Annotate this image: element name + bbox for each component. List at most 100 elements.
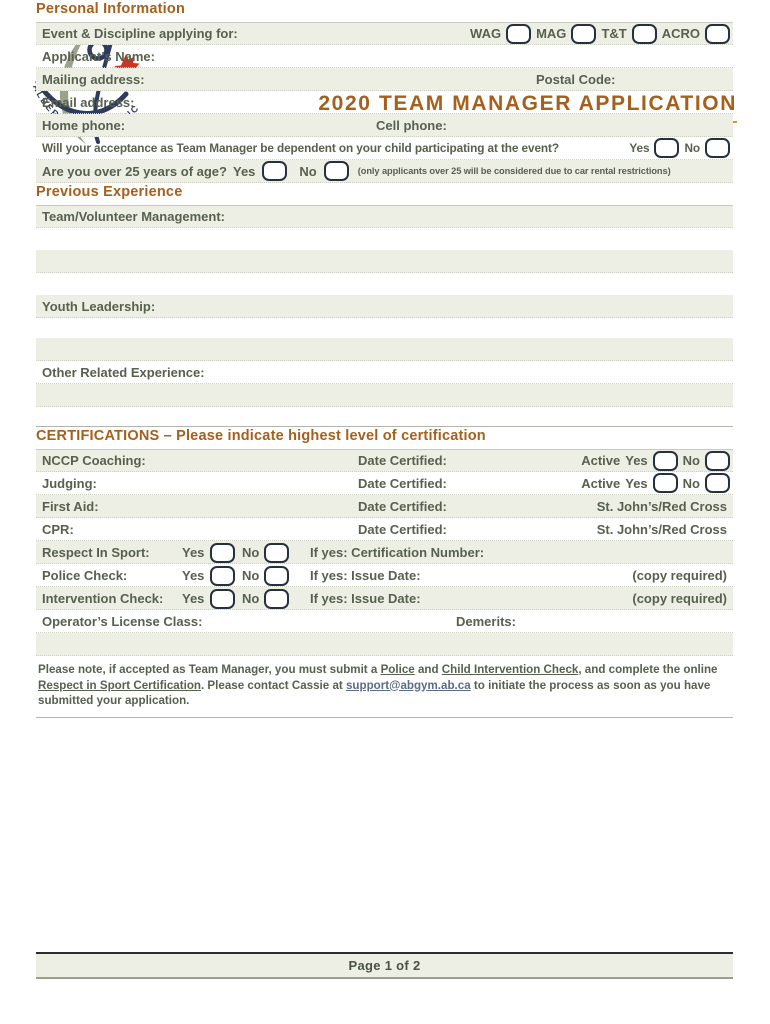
intervention-yes-checkbox[interactable] <box>210 588 235 609</box>
home-phone-label: Home phone: <box>42 117 126 133</box>
mag-checkbox[interactable] <box>571 23 597 44</box>
police-yes-checkbox[interactable] <box>210 565 235 586</box>
logo-navy-arc <box>35 79 129 116</box>
cpr-date-certified-label: Date Certified: <box>358 521 447 537</box>
youth-leadership-row: Youth Leadership: <box>36 295 733 318</box>
mailing-address-label: Mailing address: <box>42 71 145 87</box>
nccp-active-no-checkbox[interactable] <box>705 450 730 471</box>
page-number-band: Page 1 of 2 <box>36 954 733 977</box>
nccp-active-yes-checkbox[interactable] <box>652 450 678 471</box>
nccp-yes-label: Yes <box>625 453 648 468</box>
nccp-date-certified-label: Date Certified: <box>358 453 447 468</box>
dependent-yes-label: Yes <box>629 141 650 155</box>
judging-label: Judging: <box>42 475 97 491</box>
operators-license-row: Operator’s License Class: Demerits: <box>36 610 733 633</box>
other-experience-row: Other Related Experience: <box>36 361 733 384</box>
email-address-input[interactable] <box>135 91 728 113</box>
child-intervention-check-link: Child Intervention Check <box>441 663 579 676</box>
age-question-label: Are you over 25 years of age? <box>42 163 227 179</box>
judging-active-yes-checkbox[interactable] <box>652 473 678 493</box>
cpr-label: CPR: <box>42 521 74 537</box>
acro-label: ACRO <box>661 26 700 41</box>
note-text: , and complete the online <box>578 663 718 676</box>
judging-active-no-checkbox[interactable] <box>705 473 730 493</box>
dependent-yes-no-group: Yes No <box>629 137 730 159</box>
age-yes-label: Yes <box>232 163 256 179</box>
page-number-label: Page 1 of 2 <box>348 958 421 973</box>
section-title-previous-experience: Previous Experience <box>36 184 183 200</box>
first-aid-row: First Aid: Date Certified: St. John’s/Re… <box>36 495 733 518</box>
police-check-row: Police Check: Yes No If yes: Issue Date:… <box>36 564 733 587</box>
age-restriction-note: (only applicants over 25 will be conside… <box>357 166 671 176</box>
intervention-yes-label: Yes <box>182 590 205 606</box>
intervention-no-checkbox[interactable] <box>264 588 289 609</box>
support-email-link[interactable]: support@abgym.ab.ca <box>345 678 471 692</box>
first-aid-provider-label: St. John’s/Red Cross <box>596 498 727 514</box>
applicant-name-row: Applicant’s Name: <box>36 45 733 68</box>
police-check-label: Police Check: <box>42 567 128 583</box>
email-address-label: Email address: <box>42 94 135 110</box>
certifications-extra-input-row[interactable] <box>36 633 733 656</box>
intervention-check-label: Intervention Check: <box>42 590 164 606</box>
respect-yes-label: Yes <box>182 544 205 560</box>
postal-code-label: Postal Code: <box>536 71 616 87</box>
other-experience-input[interactable] <box>205 361 727 383</box>
first-aid-date-certified-label: Date Certified: <box>358 498 447 514</box>
judging-active-label: Active <box>581 475 621 491</box>
age-yes-checkbox[interactable] <box>262 161 288 181</box>
dependent-yes-checkbox[interactable] <box>654 138 680 158</box>
police-no-label: No <box>242 567 260 583</box>
age-no-checkbox[interactable] <box>323 161 349 181</box>
respect-cert-number-label: If yes: Certification Number: <box>310 544 485 560</box>
submission-note: Please note, if accepted as Team Manager… <box>36 659 733 718</box>
dependent-question-label: Will your acceptance as Team Manager be … <box>42 141 559 155</box>
respect-no-label: No <box>242 544 260 560</box>
section-title-certifications: CERTIFICATIONS – Please indicate highest… <box>36 428 486 444</box>
event-discipline-label: Event & Discipline applying for: <box>42 26 238 41</box>
section-divider <box>36 426 733 427</box>
youth-leadership-extra-input-row[interactable] <box>36 338 733 361</box>
other-experience-label: Other Related Experience: <box>42 364 205 380</box>
nccp-coaching-row: NCCP Coaching: Date Certified: Active Ye… <box>36 449 733 472</box>
team-volunteer-row: Team/Volunteer Management: <box>36 205 733 228</box>
applicant-name-input[interactable] <box>155 45 727 67</box>
dependent-no-label: No <box>684 141 700 155</box>
acro-checkbox[interactable] <box>705 23 730 44</box>
youth-leadership-label: Youth Leadership: <box>42 298 156 314</box>
tt-checkbox[interactable] <box>631 23 657 44</box>
dependent-question-row: Will your acceptance as Team Manager be … <box>36 137 733 160</box>
note-text: . Please contact Cassie at <box>200 678 346 692</box>
nccp-active-label: Active <box>581 453 621 468</box>
respect-in-sport-link: Respect in Sport Certification <box>38 678 201 692</box>
demerits-label: Demerits: <box>456 613 516 629</box>
judging-yes-label: Yes <box>625 475 648 491</box>
team-volunteer-input[interactable] <box>225 206 727 227</box>
intervention-no-label: No <box>242 590 260 606</box>
page-footer: Page 1 of 2 <box>36 952 733 979</box>
nccp-no-label: No <box>682 453 700 468</box>
police-no-checkbox[interactable] <box>264 565 289 586</box>
judging-date-certified-label: Date Certified: <box>358 475 447 491</box>
wag-checkbox[interactable] <box>506 23 532 44</box>
police-check-link: Police <box>380 663 415 676</box>
nccp-active-group: Active Yes No <box>581 450 730 471</box>
event-discipline-row: Event & Discipline applying for: WAG MAG… <box>36 22 733 45</box>
respect-yes-checkbox[interactable] <box>210 542 235 563</box>
mailing-address-input[interactable] <box>145 68 727 90</box>
respect-no-checkbox[interactable] <box>264 542 289 563</box>
dependent-no-checkbox[interactable] <box>705 138 730 158</box>
nccp-coaching-label: NCCP Coaching: <box>42 453 146 468</box>
judging-row: Judging: Date Certified: Active Yes No <box>36 472 733 495</box>
team-volunteer-extra-input-row[interactable] <box>36 250 733 273</box>
team-volunteer-label: Team/Volunteer Management: <box>42 209 225 224</box>
phone-row: Home phone: Cell phone: <box>36 114 733 137</box>
mag-label: MAG <box>536 26 567 41</box>
intervention-copy-required-label: (copy required) <box>632 590 727 606</box>
mailing-address-row: Mailing address: Postal Code: <box>36 68 733 91</box>
tt-label: T&T <box>601 26 627 41</box>
age-no-label: No <box>299 163 317 179</box>
other-experience-extra-input-row[interactable] <box>36 384 733 407</box>
intervention-issue-date-label: If yes: Issue Date: <box>310 590 421 606</box>
youth-leadership-input[interactable] <box>155 295 727 317</box>
note-text: Please note, if accepted as Team Manager… <box>38 663 381 676</box>
